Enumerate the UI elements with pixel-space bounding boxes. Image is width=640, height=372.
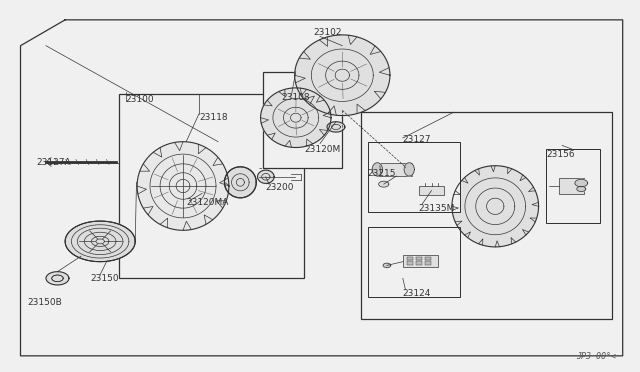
Polygon shape <box>137 142 229 230</box>
Text: 23135M: 23135M <box>419 203 455 213</box>
Text: JP3 00°<: JP3 00°< <box>576 352 616 361</box>
Text: 23120MA: 23120MA <box>186 198 228 207</box>
Bar <box>546 149 600 223</box>
Polygon shape <box>379 181 389 187</box>
Bar <box>362 112 612 319</box>
Polygon shape <box>225 167 256 198</box>
Polygon shape <box>260 88 331 148</box>
Bar <box>407 261 413 264</box>
Text: 23102: 23102 <box>314 28 342 37</box>
Text: 23124: 23124 <box>403 289 431 298</box>
Polygon shape <box>327 122 345 132</box>
Polygon shape <box>46 272 69 285</box>
Polygon shape <box>575 179 588 187</box>
Bar <box>416 257 422 260</box>
Polygon shape <box>294 35 390 116</box>
Text: 23215: 23215 <box>368 169 396 177</box>
Text: 23127: 23127 <box>403 135 431 144</box>
Polygon shape <box>383 263 391 267</box>
Bar <box>378 163 412 176</box>
Polygon shape <box>577 186 586 192</box>
Polygon shape <box>257 170 274 183</box>
Bar <box>407 257 413 260</box>
Bar <box>559 178 584 194</box>
Bar <box>368 227 460 297</box>
Polygon shape <box>65 221 135 262</box>
Text: 23118: 23118 <box>199 113 228 122</box>
Polygon shape <box>372 163 383 176</box>
Text: 23150: 23150 <box>91 274 119 283</box>
Bar <box>425 257 431 260</box>
Bar <box>368 142 460 212</box>
Bar <box>425 261 431 264</box>
Bar <box>416 261 422 264</box>
Text: 23100: 23100 <box>125 95 154 104</box>
Text: 23127A: 23127A <box>36 157 71 167</box>
Text: 23108: 23108 <box>282 93 310 102</box>
Text: 23120M: 23120M <box>304 145 340 154</box>
Text: 23156: 23156 <box>546 150 575 159</box>
Text: 23200: 23200 <box>266 183 294 192</box>
Polygon shape <box>404 163 414 176</box>
Bar <box>119 94 304 278</box>
Bar <box>403 256 438 267</box>
Text: 23150B: 23150B <box>27 298 61 307</box>
Bar <box>419 186 444 195</box>
Bar <box>262 71 342 167</box>
Polygon shape <box>452 166 539 247</box>
